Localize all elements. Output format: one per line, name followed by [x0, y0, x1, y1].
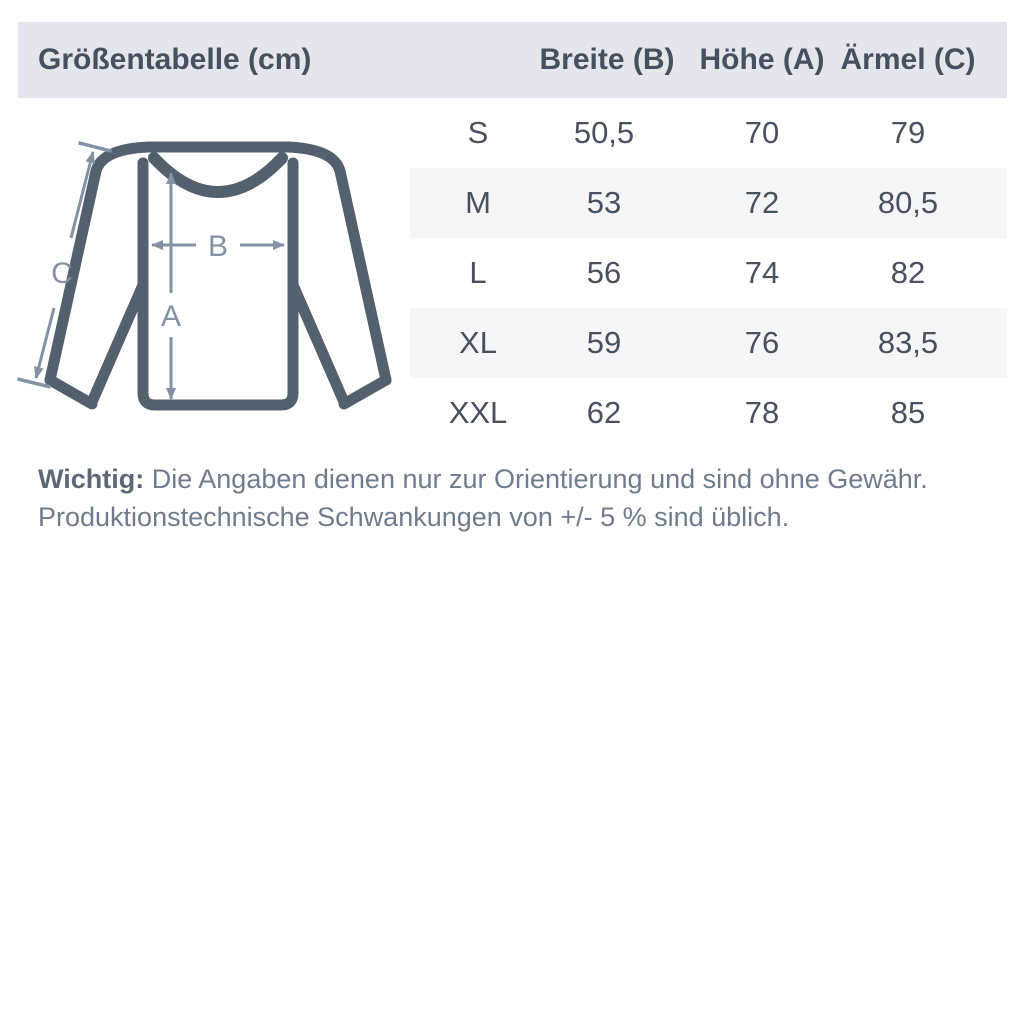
hoehe-cell: 74 [744, 255, 780, 290]
hoehe-cell: 76 [744, 325, 780, 360]
aermel-cell: 85 [890, 395, 926, 430]
breite-cell: 50,5 [573, 115, 635, 150]
aermel-cell: 82 [890, 255, 926, 290]
note-text-1: Die Angaben dienen nur zur Orientierung … [151, 464, 928, 494]
size-cell: XL [459, 325, 497, 360]
note-line-1: Wichtig: Die Angaben dienen nur zur Orie… [38, 460, 993, 498]
note-line-2: Produktionstechnische Schwankungen von +… [38, 502, 790, 532]
column-header-breite: Breite (B) [539, 43, 675, 76]
aermel-cell: 79 [890, 115, 926, 150]
breite-cell: 56 [586, 255, 622, 290]
important-note: Wichtig: Die Angaben dienen nur zur Orie… [38, 460, 993, 536]
table-row-l: L 56 74 82 [410, 238, 1007, 308]
dimension-arrows [17, 141, 285, 400]
sweater-outline [44, 141, 392, 411]
hoehe-cell: 72 [744, 185, 780, 220]
size-cell: M [465, 185, 491, 220]
dimension-label-a: A [161, 300, 181, 333]
chart-title: Größentabelle (cm) [38, 43, 312, 76]
breite-cell: 62 [586, 395, 622, 430]
column-header-hoehe: Höhe (A) [699, 43, 825, 76]
table-row-s: S 50,5 70 79 [410, 98, 1007, 168]
size-cell: L [469, 255, 487, 290]
column-header-aermel: Ärmel (C) [840, 43, 976, 76]
size-cell: XXL [448, 395, 508, 430]
breite-cell: 53 [586, 185, 622, 220]
hoehe-cell: 70 [744, 115, 780, 150]
breite-cell: 59 [586, 325, 622, 360]
sweater-diagram: A B C [17, 125, 423, 430]
aermel-cell: 80,5 [877, 185, 939, 220]
aermel-cell: 83,5 [877, 325, 939, 360]
size-table: S 50,5 70 79 M 53 72 80,5 L 56 74 82 XL … [410, 98, 1007, 448]
note-label: Wichtig: [38, 464, 145, 494]
dimension-label-c: C [51, 257, 73, 290]
hoehe-cell: 78 [744, 395, 780, 430]
table-row-m: M 53 72 80,5 [410, 168, 1007, 238]
size-cell: S [467, 115, 489, 150]
table-row-xxl: XXL 62 78 85 [410, 378, 1007, 448]
dimension-label-b: B [208, 230, 228, 263]
table-row-xl: XL 59 76 83,5 [410, 308, 1007, 378]
size-chart-header-bar: Größentabelle (cm) Breite (B) Höhe (A) Ä… [18, 22, 1007, 98]
